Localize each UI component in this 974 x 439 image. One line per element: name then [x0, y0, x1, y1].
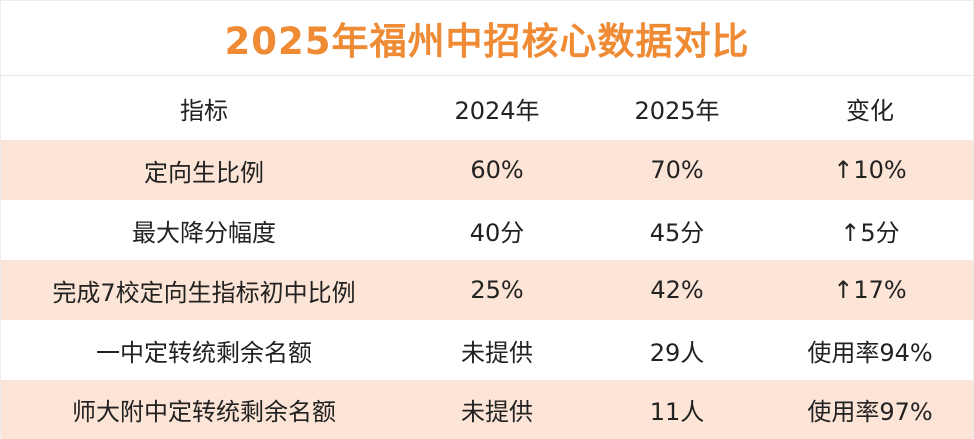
header-change: 变化 — [767, 76, 973, 140]
cell-2025: 11人 — [587, 380, 767, 439]
table-row: 师大附中定转统剩余名额 未提供 11人 使用率97% — [1, 380, 973, 439]
table-row: 定向生比例 60% 70% ↑10% — [1, 140, 973, 200]
page-title: 2025年福州中招核心数据对比 — [224, 20, 750, 63]
cell-change: ↑5分 — [767, 200, 973, 260]
cell-2024: 25% — [407, 260, 587, 320]
header-indicator: 指标 — [1, 76, 407, 140]
header-2025: 2025年 — [587, 76, 767, 140]
cell-2024: 未提供 — [407, 380, 587, 439]
cell-2024: 未提供 — [407, 320, 587, 380]
cell-change: ↑17% — [767, 260, 973, 320]
cell-2025: 42% — [587, 260, 767, 320]
cell-change: 使用率97% — [767, 380, 973, 439]
cell-indicator: 完成7校定向生指标初中比例 — [1, 260, 407, 320]
title-bar: 2025年福州中招核心数据对比 — [1, 1, 973, 76]
cell-2025: 45分 — [587, 200, 767, 260]
cell-2025: 29人 — [587, 320, 767, 380]
comparison-table: 指标 2024年 2025年 变化 定向生比例 60% 70% ↑10% 最大降… — [1, 76, 973, 439]
cell-2025: 70% — [587, 140, 767, 200]
table-row: 最大降分幅度 40分 45分 ↑5分 — [1, 200, 973, 260]
cell-indicator: 定向生比例 — [1, 140, 407, 200]
table-row: 完成7校定向生指标初中比例 25% 42% ↑17% — [1, 260, 973, 320]
header-2024: 2024年 — [407, 76, 587, 140]
cell-indicator: 师大附中定转统剩余名额 — [1, 380, 407, 439]
header-row: 指标 2024年 2025年 变化 — [1, 76, 973, 140]
cell-2024: 60% — [407, 140, 587, 200]
cell-indicator: 最大降分幅度 — [1, 200, 407, 260]
cell-2024: 40分 — [407, 200, 587, 260]
table-row: 一中定转统剩余名额 未提供 29人 使用率94% — [1, 320, 973, 380]
cell-change: 使用率94% — [767, 320, 973, 380]
cell-change: ↑10% — [767, 140, 973, 200]
cell-indicator: 一中定转统剩余名额 — [1, 320, 407, 380]
